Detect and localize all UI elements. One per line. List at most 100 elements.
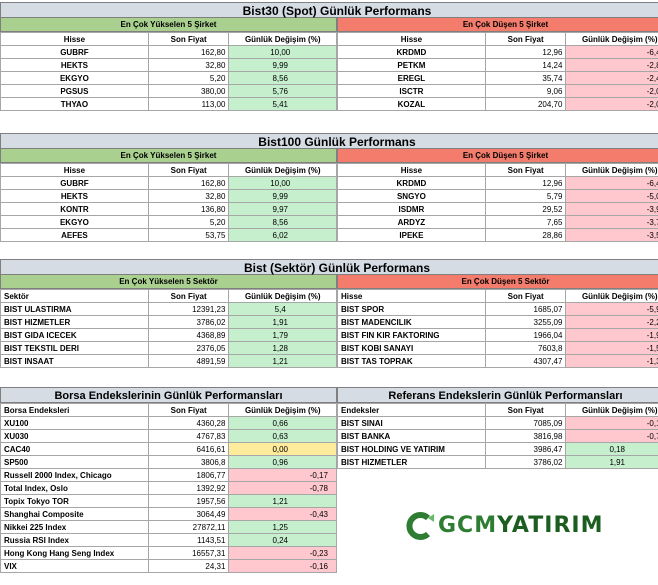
bist100-losers-table: Hisse Son Fiyat Günlük Değişim (%) KRDMD 12,…: [337, 163, 658, 242]
table-header-row: Hisse Son Fiyat Günlük Değişim (%): [337, 32, 658, 46]
bist30-losers-header: En Çok Düşen 5 Şirket: [337, 18, 658, 32]
row-price: 113,00: [147, 97, 230, 111]
table-row: HEKTS 32,80 9,99: [0, 58, 337, 72]
row-price: 2376,05: [147, 341, 230, 355]
row-price: 1806,77: [147, 468, 230, 482]
column-header: Günlük Değişim (%): [565, 32, 658, 46]
row-price: 12391,23: [147, 302, 230, 316]
sector-gainers: En Çok Yükselen 5 Sektör Sektör Son Fiyat…: [0, 275, 337, 368]
row-change: -2,05: [565, 84, 658, 98]
row-price: 4891,59: [147, 354, 230, 368]
row-price: 9,06: [484, 84, 567, 98]
column-header: Son Fiyat: [484, 163, 567, 177]
column-header: Hisse: [337, 163, 486, 177]
row-price: 5,20: [147, 215, 230, 229]
column-header: Hisse: [0, 163, 149, 177]
row-change: 9,99: [228, 58, 337, 72]
table-row: VIX 24,31 -0,16: [0, 559, 337, 573]
row-price: 136,80: [147, 202, 230, 216]
row-price: 380,00: [147, 84, 230, 98]
row-price: 12,96: [484, 45, 567, 59]
sector-title: Bist (Sektör) Günlük Performans: [0, 259, 658, 275]
table-row: Russia RSI Index 1143,51 0,24: [0, 533, 337, 547]
row-price: 4767,83: [147, 429, 230, 443]
row-name: GUBRF: [0, 45, 149, 59]
referans-indices: Referans Endekslerin Günlük Performansla…: [337, 387, 658, 573]
column-header: Günlük Değişim (%): [228, 163, 337, 177]
row-change: 1,79: [228, 328, 337, 342]
row-price: 1143,51: [147, 533, 230, 547]
row-name: VIX: [0, 559, 149, 573]
row-change: 1,28: [228, 341, 337, 355]
row-name: BIST INSAAT: [0, 354, 149, 368]
bist30-gainers-table: Hisse Son Fiyat Günlük Değişim (%) GUBRF 162…: [0, 32, 337, 111]
row-name: Russell 2000 Index, Chicago: [0, 468, 149, 482]
row-price: 3064,49: [147, 507, 230, 521]
table-header-row: Endeksler Son Fiyat Günlük Değişim (%): [337, 403, 658, 417]
row-name: CAC40: [0, 442, 149, 456]
row-name: Total Index, Oslo: [0, 481, 149, 495]
table-row: EKGYO 5,20 8,56: [0, 215, 337, 229]
row-change: 5,4: [228, 302, 337, 316]
column-header: Son Fiyat: [484, 32, 567, 46]
bist100-section: Bist100 Günlük Performans En Çok Yüksele…: [0, 133, 658, 242]
column-header: Hisse: [337, 32, 486, 46]
row-price: 7603,8: [484, 341, 567, 355]
row-change: -0,78: [228, 481, 337, 495]
table-header-row: Sektör Son Fiyat Günlük Değişim (%): [0, 289, 337, 303]
column-header: Sektör: [0, 289, 149, 303]
row-name: BIST KOBI SANAYI: [337, 341, 486, 355]
row-change: -0,43: [228, 507, 337, 521]
table-row: Hong Kong Hang Seng Index 16557,31 -0,23: [0, 546, 337, 560]
row-price: 7,65: [484, 215, 567, 229]
column-header: Borsa Endeksleri: [0, 403, 149, 417]
column-header: Günlük Değişim (%): [565, 289, 658, 303]
row-name: KRDMD: [337, 176, 486, 190]
row-price: 5,20: [147, 71, 230, 85]
row-change: -2,80: [565, 58, 658, 72]
row-change: -6,43: [565, 176, 658, 190]
row-change: 10,00: [228, 45, 337, 59]
row-change: 5,76: [228, 84, 337, 98]
row-change: 0,96: [228, 455, 337, 469]
row-name: EKGYO: [0, 215, 149, 229]
bist100-gainers-table: Hisse Son Fiyat Günlük Değişim (%) GUBRF 162…: [0, 163, 337, 242]
row-price: 1966,04: [484, 328, 567, 342]
bist100-gainers-header: En Çok Yükselen 5 Şirket: [0, 149, 337, 163]
row-price: 35,74: [484, 71, 567, 85]
row-name: BIST BANKA: [337, 429, 486, 443]
column-header: Günlük Değişim (%): [565, 163, 658, 177]
row-change: 0,18: [565, 442, 658, 456]
row-name: AEFES: [0, 228, 149, 242]
row-name: XU030: [0, 429, 149, 443]
table-row: BIST TEKSTIL DERI 2376,05 1,28: [0, 341, 337, 355]
row-price: 5,79: [484, 189, 567, 203]
row-name: BIST ULASTIRMA: [0, 302, 149, 316]
row-name: EKGYO: [0, 71, 149, 85]
row-price: 162,80: [147, 176, 230, 190]
row-name: ISCTR: [337, 84, 486, 98]
row-change: -2,40: [565, 71, 658, 85]
row-name: EREGL: [337, 71, 486, 85]
column-header: Son Fiyat: [484, 289, 567, 303]
row-name: SNGYO: [337, 189, 486, 203]
row-change: -2,01: [565, 97, 658, 111]
row-change: -1,94: [565, 328, 658, 342]
row-price: 53,75: [147, 228, 230, 242]
table-header-row: Hisse Son Fiyat Günlük Değişim (%): [337, 289, 658, 303]
sector-gainers-table: Sektör Son Fiyat Günlük Değişim (%) BIST UL…: [0, 289, 337, 368]
row-price: 27872,11: [147, 520, 230, 534]
table-row: BIST GIDA ICECEK 4368,89 1,79: [0, 328, 337, 342]
row-change: 10,00: [228, 176, 337, 190]
table-row: GUBRF 162,80 10,00: [0, 176, 337, 190]
row-price: 162,80: [147, 45, 230, 59]
row-change: 0,00: [228, 442, 337, 456]
sector-gainers-header: En Çok Yükselen 5 Sektör: [0, 275, 337, 289]
